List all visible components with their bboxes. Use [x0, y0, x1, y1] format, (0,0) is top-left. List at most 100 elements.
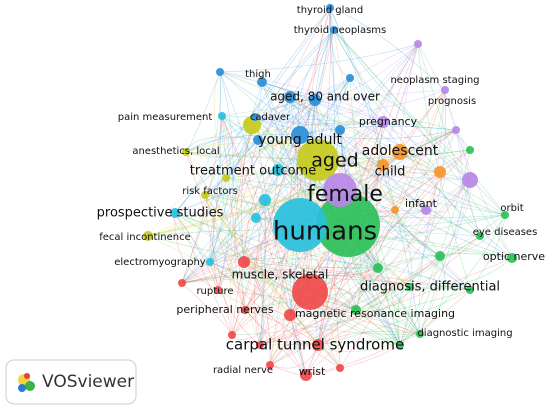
edge [254, 29, 335, 118]
node [292, 274, 328, 310]
node-label: humans [273, 217, 377, 247]
edge [316, 159, 341, 369]
node-label: aged, 80 and over [270, 90, 380, 104]
edge [417, 43, 471, 291]
node [238, 256, 250, 268]
edge [251, 77, 351, 126]
edge [329, 7, 384, 166]
edge [209, 81, 263, 263]
edge [185, 134, 301, 158]
edge [174, 212, 219, 291]
edge [243, 261, 401, 346]
edge [299, 7, 331, 136]
node [434, 166, 446, 178]
edge [399, 43, 419, 153]
edge [243, 99, 316, 263]
node-label: anesthetics, local [132, 146, 219, 157]
edge [204, 194, 261, 346]
edge [204, 194, 291, 316]
edge [375, 121, 384, 269]
node [273, 198, 327, 252]
edge [254, 199, 266, 346]
edge [469, 214, 506, 291]
node [266, 361, 274, 369]
edge [261, 81, 341, 131]
edge [259, 199, 266, 346]
edge [185, 142, 384, 166]
edge [314, 99, 427, 211]
edge [212, 177, 227, 291]
edge [333, 29, 396, 211]
edge [305, 164, 384, 376]
edge [220, 115, 245, 263]
edge [382, 43, 419, 123]
edge [219, 71, 266, 201]
edge [261, 81, 441, 173]
edge [394, 89, 446, 211]
edge [217, 71, 234, 291]
edge [181, 271, 411, 288]
edge [174, 139, 259, 214]
node [312, 339, 324, 351]
edge [269, 267, 379, 366]
node [462, 172, 478, 188]
edge [339, 129, 427, 211]
node-label: eye diseases [473, 227, 538, 238]
edge [269, 343, 319, 366]
edge [289, 267, 379, 316]
node [452, 126, 460, 134]
node-label: rupture [196, 286, 233, 297]
node-label: wrist [299, 365, 326, 378]
edge [349, 77, 506, 216]
node [256, 341, 264, 349]
node [351, 305, 361, 315]
edge [185, 136, 259, 153]
edge [185, 139, 259, 157]
edge [333, 29, 506, 216]
edge [209, 261, 341, 369]
node [291, 126, 309, 144]
node [251, 113, 259, 121]
edge [230, 124, 253, 336]
edge [219, 71, 513, 259]
node [309, 94, 321, 106]
node [300, 369, 312, 381]
edge [204, 81, 263, 196]
edge [221, 115, 245, 263]
node-label: optic nerve [483, 250, 545, 263]
node-label: female [307, 182, 383, 207]
node-label: cadaver [250, 112, 291, 123]
edge [209, 77, 351, 263]
edge [209, 261, 357, 311]
edge [221, 89, 446, 117]
node-label: prognosis [428, 96, 476, 107]
node [201, 191, 209, 199]
node-label: young adult [258, 132, 342, 148]
edge [333, 29, 481, 237]
edge [305, 344, 401, 376]
edge [181, 139, 259, 284]
node-label: fecal incontinence [99, 232, 191, 243]
edge [209, 71, 221, 263]
edge [174, 212, 379, 269]
edge [269, 255, 441, 366]
edge [317, 179, 471, 346]
node [377, 159, 389, 171]
node [251, 213, 261, 223]
edge [314, 43, 419, 101]
edge [221, 115, 246, 311]
edge [333, 29, 471, 181]
edge [409, 257, 513, 288]
edge [221, 115, 341, 369]
node [218, 112, 226, 120]
edge [409, 89, 446, 288]
edge [209, 134, 301, 263]
edge [269, 344, 319, 369]
edge [317, 209, 396, 346]
edge [185, 151, 319, 346]
edge [147, 134, 301, 237]
node [396, 341, 404, 349]
edge [244, 307, 319, 346]
edge [305, 89, 446, 376]
